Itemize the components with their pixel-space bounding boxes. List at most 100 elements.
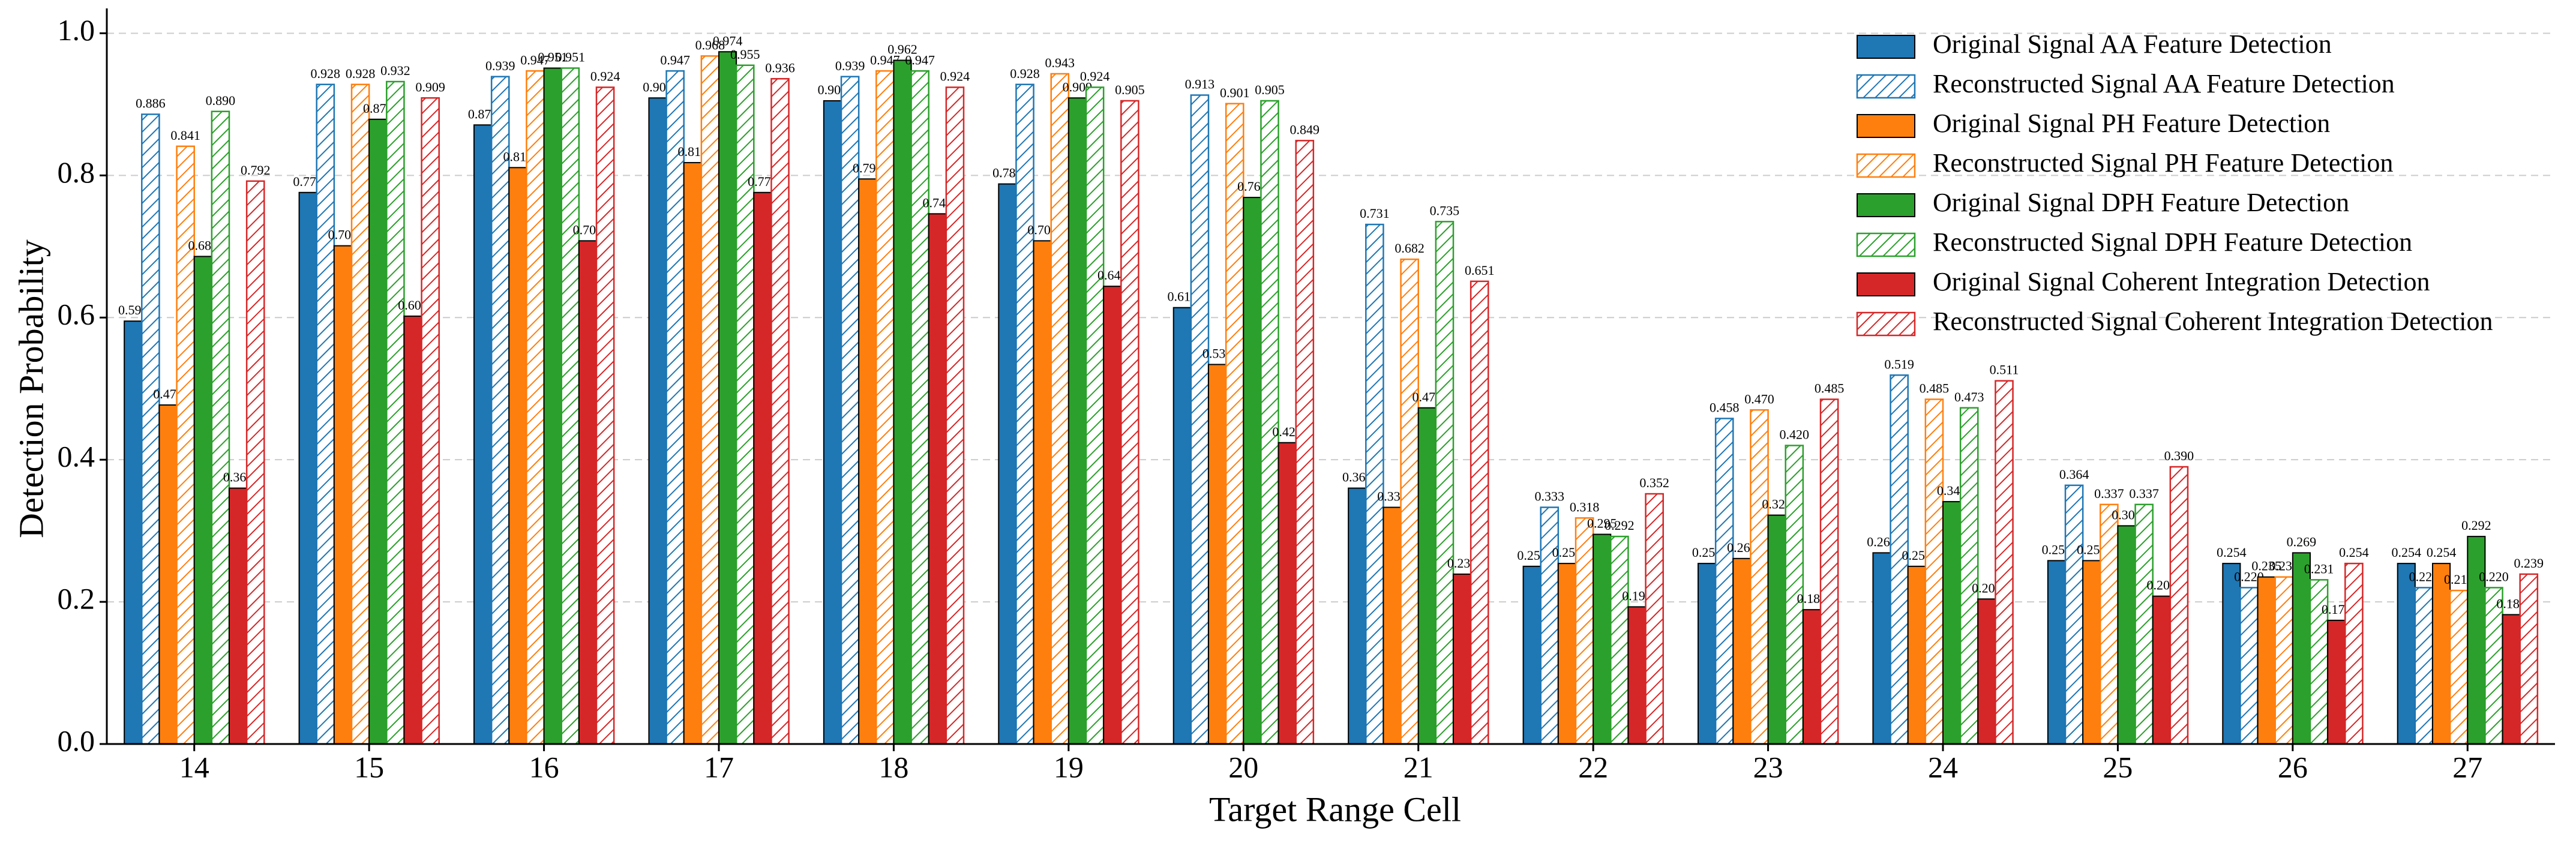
bar (1819, 398, 1839, 745)
value-label: 0.485 (1920, 381, 1950, 396)
bar (770, 78, 790, 745)
bar (2152, 595, 2171, 745)
y-tick-label: 0.4 (58, 440, 95, 473)
value-label: 0.735 (1430, 203, 1460, 218)
x-tick-label: 19 (1054, 750, 1084, 784)
value-label: 0.924 (590, 69, 620, 84)
value-label: 0.849 (1290, 122, 1320, 137)
bar (316, 83, 335, 745)
bar (2432, 563, 2451, 745)
legend-swatch (1856, 74, 1916, 99)
value-label: 0.235 (2251, 559, 2281, 574)
x-tick-label: 17 (704, 750, 734, 784)
bar (508, 167, 527, 745)
legend-swatch (1856, 153, 1916, 178)
bar (1732, 557, 1752, 745)
value-label: 0.901 (1220, 85, 1250, 100)
value-label: 0.292 (1605, 518, 1635, 533)
bar (1470, 280, 1489, 745)
value-label: 0.390 (2164, 448, 2194, 463)
bar (1907, 565, 1926, 745)
x-tick-label: 23 (1753, 750, 1783, 784)
bar (1977, 598, 1996, 745)
bar (2082, 560, 2101, 745)
value-label: 0.651 (1465, 263, 1495, 278)
bar (1698, 563, 1717, 745)
bar (245, 180, 265, 745)
value-label: 0.951 (538, 50, 568, 65)
bar (229, 487, 248, 745)
bar (1557, 563, 1577, 745)
bar (2047, 560, 2067, 745)
legend-label: Original Signal Coherent Integration Det… (1933, 267, 2430, 296)
x-axis-label: Target Range Cell (1209, 790, 1461, 829)
bar (1959, 407, 1979, 745)
x-tick-label: 16 (529, 750, 559, 784)
value-label: 0.473 (1954, 389, 1984, 404)
bar (595, 86, 615, 745)
bar (648, 97, 667, 745)
x-tick-label: 27 (2452, 750, 2482, 784)
bar (1208, 364, 1227, 745)
bar (368, 118, 388, 745)
bar (2502, 614, 2521, 745)
value-label: 0.962 (887, 42, 917, 57)
bar (333, 245, 352, 745)
x-tick-label: 20 (1228, 750, 1258, 784)
value-label: 0.943 (1045, 55, 1075, 70)
bar (1120, 100, 1139, 745)
legend-swatch (1856, 311, 1916, 337)
value-label: 0.333 (1535, 489, 1565, 504)
bar (1085, 86, 1105, 745)
bar (2397, 563, 2416, 745)
bar (1995, 380, 2014, 745)
bar (1190, 94, 1210, 745)
legend-label: Original Signal DPH Feature Detection (1933, 188, 2349, 217)
value-label: 0.947 (660, 52, 690, 67)
bar (490, 76, 510, 745)
bar (1627, 606, 1647, 745)
bar (910, 70, 929, 745)
value-label: 0.318 (1570, 499, 1600, 514)
y-tick-label: 0.2 (58, 582, 95, 616)
value-label: 0.792 (241, 163, 271, 178)
bar (1103, 286, 1122, 745)
value-label: 0.932 (380, 63, 410, 78)
bar (403, 315, 422, 745)
y-tick-label: 0.8 (58, 155, 95, 189)
bar (158, 404, 178, 745)
value-label: 0.905 (1255, 82, 1285, 97)
bar (1540, 506, 1560, 745)
value-label: 0.886 (136, 96, 166, 111)
y-axis-label: Detection Probability (11, 239, 50, 538)
x-tick-label: 24 (1928, 750, 1958, 784)
bar (2274, 576, 2294, 745)
value-label: 0.420 (1780, 427, 1810, 442)
bar (1365, 223, 1384, 745)
value-label: 0.924 (1080, 69, 1110, 84)
value-label: 0.928 (346, 66, 376, 81)
value-label: 0.955 (730, 47, 760, 62)
x-tick-label: 22 (1578, 750, 1608, 784)
legend-swatch (1857, 35, 1915, 59)
bar (1610, 535, 1629, 745)
bar (2100, 503, 2119, 745)
bar (2169, 466, 2189, 745)
value-label: 0.951 (556, 50, 586, 65)
value-label: 0.254 (2339, 545, 2369, 560)
bar (2222, 563, 2241, 745)
bar (1067, 97, 1087, 745)
bar (2134, 503, 2154, 745)
value-label: 0.974 (713, 33, 743, 48)
bar (1225, 103, 1244, 745)
value-label: 0.254 (2392, 545, 2422, 560)
bar (1645, 493, 1664, 745)
bar (718, 51, 737, 745)
y-tick-label: 1.0 (58, 13, 95, 47)
bar (858, 178, 877, 745)
bar (2484, 587, 2503, 745)
bar (1295, 140, 1315, 745)
bar (2449, 589, 2469, 745)
value-label: 0.470 (1744, 391, 1774, 406)
bar (875, 70, 895, 745)
